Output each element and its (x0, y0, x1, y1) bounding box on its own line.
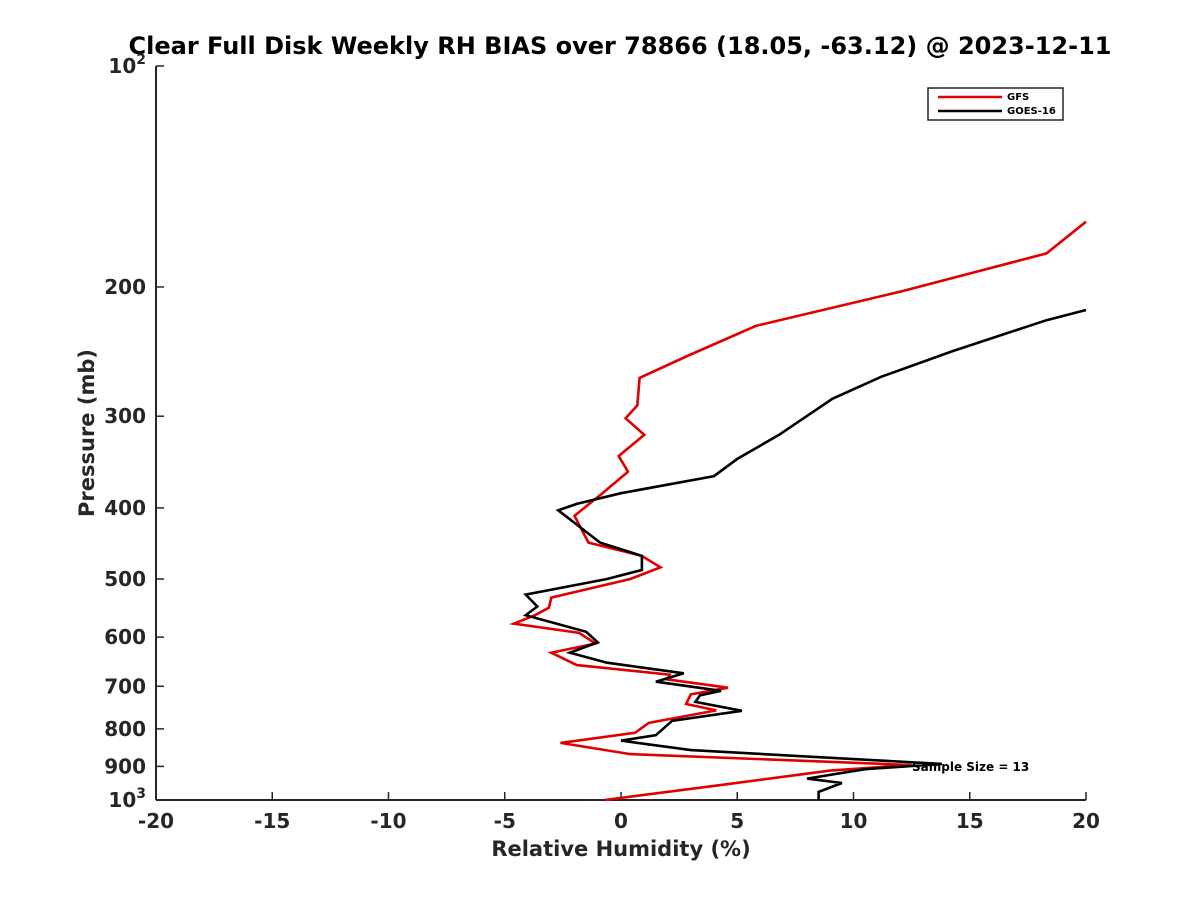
y-tick-base: 500 (104, 567, 146, 591)
y-tick-label: 900 (104, 754, 146, 778)
y-tick-label: 700 (104, 674, 146, 698)
y-tick-base: 900 (104, 754, 146, 778)
series-line-goes-16 (522, 308, 1087, 800)
x-tick-label: 15 (956, 809, 984, 833)
y-tick-label: 102 (108, 52, 146, 78)
sample-size-annotation: Sample Size = 13 (912, 760, 1029, 774)
legend-label-gfs: GFS (1007, 92, 1029, 103)
plot-axes (155, 66, 1086, 801)
y-axis-label: Pressure (mb) (75, 349, 99, 517)
y-tick-base: 10 (108, 788, 136, 812)
y-tick-label: 103 (108, 786, 146, 812)
x-tick-label: 20 (1072, 809, 1100, 833)
y-tick-label: 600 (104, 625, 146, 649)
y-tick-label: 500 (104, 567, 146, 591)
y-tick-label: 200 (104, 275, 146, 299)
x-tick-label: -15 (254, 809, 290, 833)
y-tick-label: 400 (104, 496, 146, 520)
x-tick-label: -10 (370, 809, 406, 833)
y-tick-base: 300 (104, 404, 146, 428)
x-tick-label: 0 (614, 809, 628, 833)
legend: GFS GOES-16 (927, 87, 1064, 121)
y-tick-label: 800 (104, 717, 146, 741)
legend-box (927, 87, 1064, 121)
y-tick-exponent: 3 (136, 786, 146, 802)
legend-label-goes-16: GOES-16 (1007, 106, 1056, 117)
y-tick-base: 600 (104, 625, 146, 649)
x-tick-label: -5 (494, 809, 516, 833)
x-axis-label: Relative Humidity (%) (491, 837, 750, 861)
x-tick-label: 10 (840, 809, 868, 833)
y-tick-base: 400 (104, 496, 146, 520)
chart-title: Clear Full Disk Weekly RH BIAS over 7886… (129, 32, 1112, 60)
x-tick-label: 5 (730, 809, 744, 833)
y-tick-base: 700 (104, 674, 146, 698)
series-layer (509, 220, 1087, 802)
y-tick-base: 800 (104, 717, 146, 741)
y-tick-base: 10 (108, 54, 136, 78)
x-tick-label: -20 (138, 809, 174, 833)
y-tick-base: 200 (104, 275, 146, 299)
y-tick-label: 300 (104, 404, 146, 428)
y-tick-exponent: 2 (136, 52, 146, 68)
series-line-gfs (509, 220, 1087, 802)
